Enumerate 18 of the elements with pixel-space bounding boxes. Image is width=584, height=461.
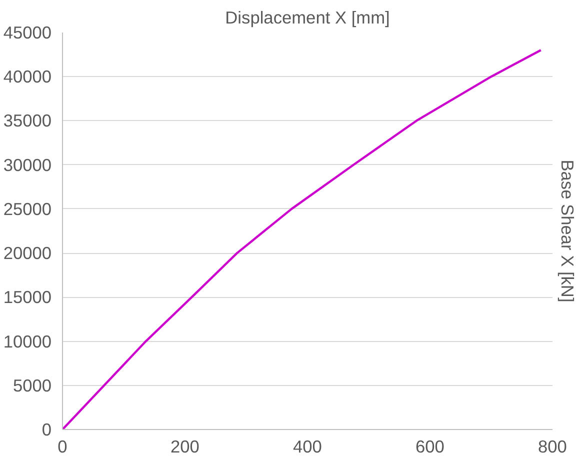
y-tick-label: 45000 [3,22,52,42]
x-tick-label: 600 [416,436,444,456]
x-tick-label: 800 [538,436,567,456]
y-axis-title: Base Shear X [kN] [558,160,578,302]
y-tick-label: 40000 [3,66,52,87]
y-tick-label: 15000 [3,287,52,308]
line-series [62,49,542,430]
x-tick-label: 400 [293,436,322,456]
y-tick-label: 5000 [12,375,52,396]
y-tick-label: 0 [42,420,52,440]
x-tick-label: 0 [58,436,68,456]
y-tick-label: 20000 [3,243,52,264]
y-tick-label: 10000 [3,331,52,352]
y-tick-label: 30000 [3,154,52,175]
x-axis-title: Displacement X [mm] [225,8,390,28]
x-tick-label: 200 [170,436,200,456]
y-tick-label: 25000 [3,198,52,219]
y-tick-label: 35000 [3,110,52,131]
